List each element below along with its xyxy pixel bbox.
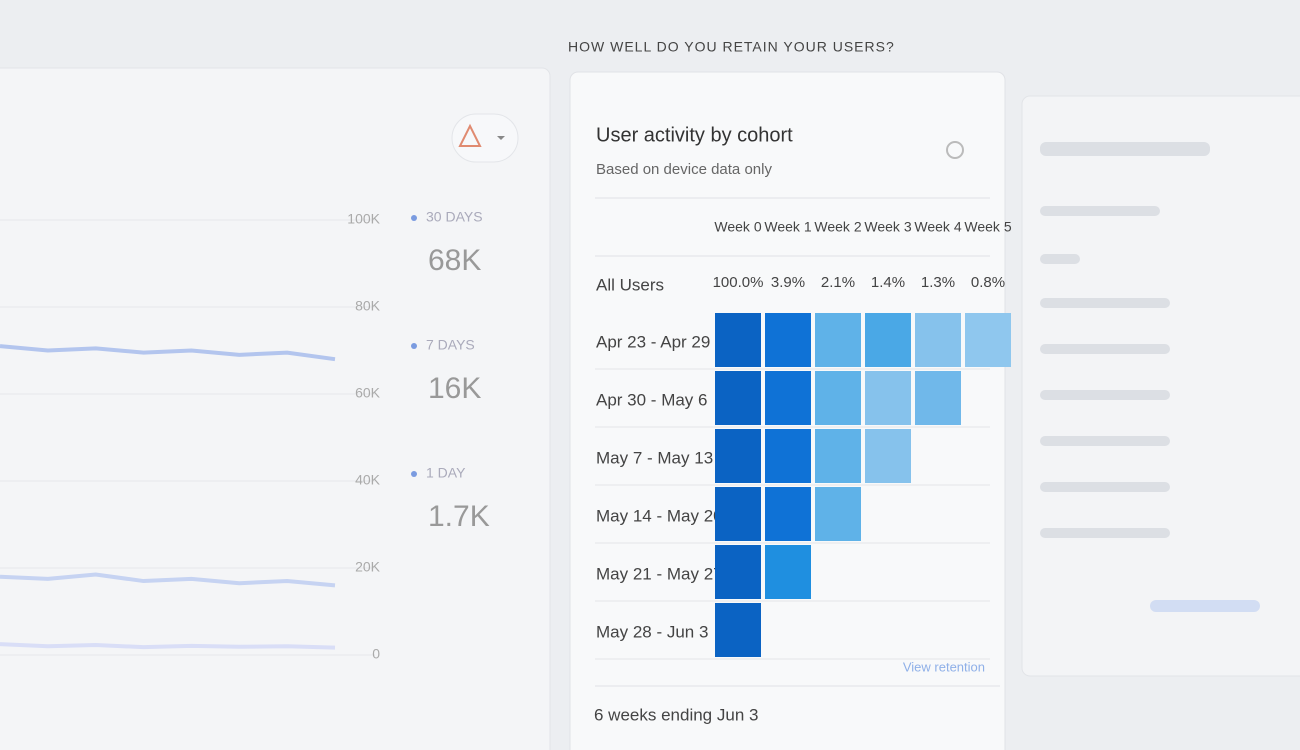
all-users-label: All Users xyxy=(596,275,664,294)
dropdown-arrow xyxy=(497,136,505,140)
legend-value: 1.7K xyxy=(428,500,490,533)
cohort-cell xyxy=(865,429,911,483)
all-users-value: 0.8% xyxy=(971,274,1005,291)
cohort-cell xyxy=(865,371,911,425)
week-header: Week 4 xyxy=(914,219,961,235)
cohort-cell xyxy=(715,603,761,657)
week-header: Week 2 xyxy=(814,219,861,235)
legend-dot xyxy=(411,215,417,221)
card-title: User activity by cohort xyxy=(596,124,793,146)
cohort-cell xyxy=(715,545,761,599)
cohort-cell xyxy=(765,545,811,599)
y-tick-label: 80K xyxy=(355,298,381,314)
cohort-cell xyxy=(715,313,761,367)
cohort-label: May 14 - May 20 xyxy=(596,506,723,525)
legend-value: 68K xyxy=(428,244,481,277)
series-line xyxy=(0,572,336,588)
legend-dot xyxy=(411,471,417,477)
legend-dot xyxy=(411,343,417,349)
cohort-cell xyxy=(765,371,811,425)
all-users-value: 1.4% xyxy=(871,274,905,291)
cohort-cell xyxy=(915,371,961,425)
card-footer: 6 weeks ending Jun 3 xyxy=(594,705,758,724)
cohort-cell xyxy=(915,313,961,367)
blurred-content xyxy=(1040,142,1260,612)
cohort-cell xyxy=(815,371,861,425)
card-subtitle: Based on device data only xyxy=(596,161,772,178)
cohort-cell xyxy=(965,313,1011,367)
cohort-grid: Week 0 Week 1 Week 2 Week 3 Week 4 Week 5 100.… xyxy=(595,219,1012,660)
cohort-cell xyxy=(815,487,861,541)
y-tick-label: 100K xyxy=(347,211,380,227)
cohort-label: May 7 - May 13 xyxy=(596,448,713,467)
series-line xyxy=(0,344,336,362)
cohort-cell xyxy=(715,487,761,541)
legend-label: 1 DAY xyxy=(426,465,466,481)
cohort-cell xyxy=(765,429,811,483)
cohort-cell xyxy=(765,487,811,541)
cohort-cell xyxy=(715,371,761,425)
cohort-cell xyxy=(865,313,911,367)
cohort-label: Apr 30 - May 6 xyxy=(596,390,708,409)
week-header: Week 3 xyxy=(864,219,911,235)
y-tick-label: 20K xyxy=(355,559,381,575)
week-header: Week 1 xyxy=(764,219,811,235)
active-users-chart: 100K 80K 60K 40K 20K 0 30 DAYS 68K 7 DAYS 16K 1 DA… xyxy=(0,209,490,662)
legend-label: 7 DAYS xyxy=(426,337,475,353)
cohort-cell xyxy=(715,429,761,483)
cohort-cell xyxy=(765,313,811,367)
cohort-label: May 21 - May 27 xyxy=(596,564,723,583)
week-header: Week 0 xyxy=(714,219,761,235)
y-tick-label: 0 xyxy=(372,646,380,662)
warning-icon xyxy=(458,123,482,147)
legend-value: 16K xyxy=(428,372,481,405)
view-link[interactable]: View retention xyxy=(903,659,985,674)
week-header: Week 5 xyxy=(964,219,1011,235)
series-line xyxy=(0,642,336,650)
all-users-value: 1.3% xyxy=(921,274,955,291)
cohort-cell xyxy=(815,429,861,483)
legend-label: 30 DAYS xyxy=(426,209,483,225)
cohort-label: Apr 23 - Apr 29 xyxy=(596,332,710,351)
info-icon[interactable] xyxy=(946,141,964,159)
cohort-cell xyxy=(815,313,861,367)
cohort-label: May 28 - Jun 3 xyxy=(596,622,708,641)
all-users-value: 3.9% xyxy=(771,274,805,291)
all-users-value: 2.1% xyxy=(821,274,855,291)
section-title: HOW WELL DO YOU RETAIN YOUR USERS? xyxy=(568,39,895,55)
y-tick-label: 40K xyxy=(355,472,381,488)
y-tick-label: 60K xyxy=(355,385,381,401)
alert-button[interactable] xyxy=(451,113,519,163)
right-card xyxy=(1021,95,1300,677)
all-users-value: 100.0% xyxy=(713,274,764,291)
